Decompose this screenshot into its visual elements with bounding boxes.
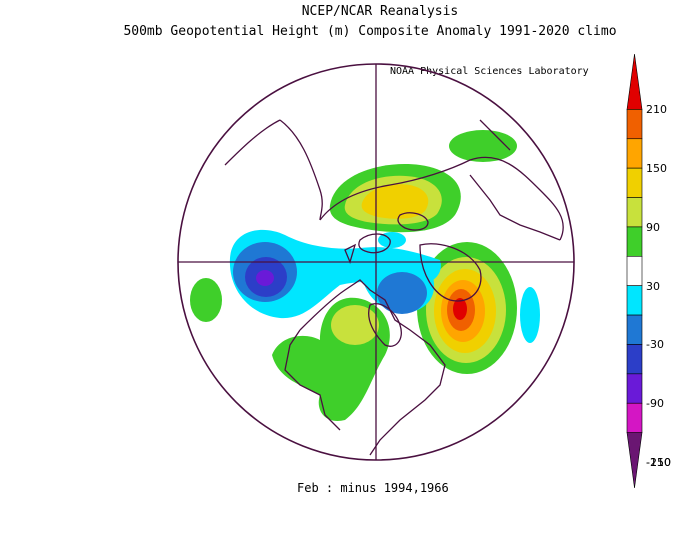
- colorbar-swatch: [626, 109, 643, 140]
- anomaly-contour-positive-90: [361, 184, 429, 219]
- colorbar-label: -150: [646, 456, 671, 469]
- anomaly-contour-positive-30: [190, 278, 222, 322]
- colorbar-swatch: [626, 285, 643, 316]
- colorbar-label: -90: [646, 397, 664, 411]
- colorbar: [626, 53, 643, 489]
- anomaly-field: [178, 64, 574, 460]
- colorbar-swatch: [626, 138, 643, 169]
- colorbar-swatch: [626, 373, 643, 404]
- map-subtitle: 500mb Geopotential Height (m) Composite …: [123, 24, 617, 39]
- colorbar-swatch: [626, 402, 643, 433]
- map-caption: Feb : minus 1994,1966: [297, 481, 449, 495]
- anomaly-contour-negative-30: [520, 287, 540, 343]
- colorbar-swatch: [626, 53, 643, 110]
- colorbar-swatch: [626, 197, 643, 228]
- colorbar-swatch: [626, 256, 643, 286]
- map-boundary: [177, 63, 575, 461]
- colorbar-label: 30: [646, 279, 660, 293]
- colorbar-label: 210: [646, 103, 667, 117]
- colorbar-label: -30: [646, 338, 664, 352]
- colorbar-label: -210: [646, 456, 671, 469]
- colorbar-swatch: [626, 314, 643, 345]
- colorbar-swatch: [626, 432, 643, 489]
- colorbar-label: 90: [646, 220, 660, 234]
- anomaly-contour-positive-180: [453, 298, 467, 320]
- map-title: NCEP/NCAR Reanalysis: [301, 4, 459, 19]
- anomaly-contour-positive-30: [449, 130, 517, 162]
- colorbar-label: 150: [646, 162, 667, 176]
- anomaly-contour-negative-120: [256, 270, 274, 286]
- coastlines: [224, 119, 564, 456]
- credit-label: NOAA Physical Sciences Laboratory: [390, 66, 589, 77]
- colorbar-swatch: [626, 167, 643, 198]
- anomaly-contour-negative-60: [377, 272, 427, 314]
- colorbar-swatch: [626, 344, 643, 375]
- colorbar-swatch: [626, 226, 643, 257]
- anomaly-contour-positive-60: [331, 305, 379, 345]
